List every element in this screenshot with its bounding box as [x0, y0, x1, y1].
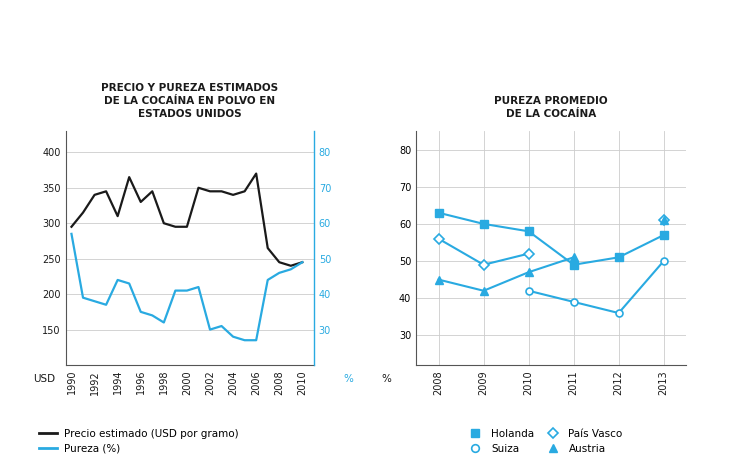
Legend: Precio estimado (USD por gramo), Pureza (%): Precio estimado (USD por gramo), Pureza …: [34, 424, 242, 458]
Text: %: %: [381, 374, 391, 384]
Title: PRECIO Y PUREZA ESTIMADOS
DE LA COCAÍNA EN POLVO EN
ESTADOS UNIDOS: PRECIO Y PUREZA ESTIMADOS DE LA COCAÍNA …: [101, 83, 278, 119]
Text: %: %: [344, 374, 353, 384]
Text: USD: USD: [34, 374, 55, 384]
Legend: Holanda, Suiza, País Vasco, Austria: Holanda, Suiza, País Vasco, Austria: [461, 424, 627, 458]
Title: PUREZA PROMEDIO
DE LA COCAÍNA: PUREZA PROMEDIO DE LA COCAÍNA: [494, 96, 608, 119]
